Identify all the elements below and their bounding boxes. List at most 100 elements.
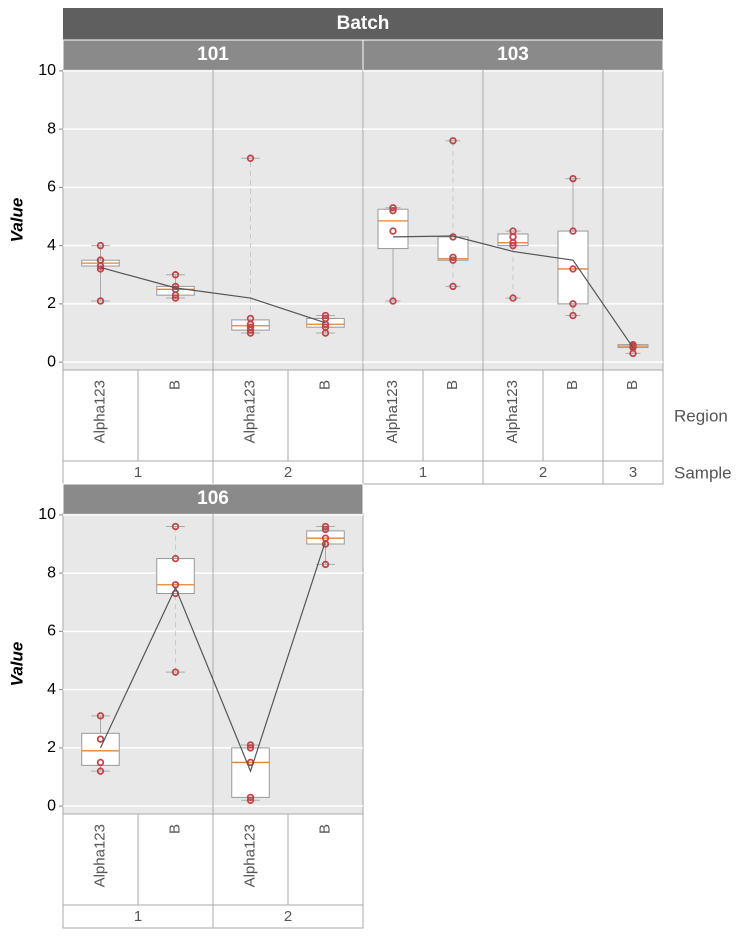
region-label: B bbox=[564, 380, 581, 390]
point bbox=[246, 796, 255, 805]
region-cell bbox=[62, 369, 139, 462]
point bbox=[246, 793, 255, 802]
region-cell bbox=[482, 369, 544, 462]
sample-label: 1 bbox=[134, 464, 142, 481]
point bbox=[96, 297, 105, 305]
point bbox=[569, 265, 577, 273]
point bbox=[171, 282, 180, 291]
point bbox=[321, 329, 330, 337]
batch-title: Batch bbox=[337, 13, 390, 34]
point bbox=[509, 241, 517, 250]
point bbox=[509, 294, 517, 302]
region-label: B bbox=[316, 380, 333, 390]
plot-bg bbox=[362, 69, 664, 371]
y-tick-label: 4 bbox=[47, 237, 56, 254]
region-label: Alpha123 bbox=[241, 380, 258, 443]
y-tick-label: 8 bbox=[47, 120, 56, 137]
mean-line bbox=[100, 266, 326, 324]
sample-label: 1 bbox=[419, 464, 427, 481]
point bbox=[321, 522, 330, 531]
point bbox=[246, 154, 255, 162]
point bbox=[171, 668, 180, 676]
region-label: B bbox=[166, 824, 183, 834]
sample-label: 2 bbox=[284, 464, 292, 481]
point bbox=[246, 741, 255, 749]
panel-title: 106 bbox=[197, 488, 229, 509]
region-cell bbox=[362, 369, 424, 462]
panel-header bbox=[62, 483, 364, 515]
region-label: B bbox=[316, 824, 333, 834]
y-tick-label: 6 bbox=[47, 179, 56, 196]
region-cell bbox=[602, 369, 664, 462]
region-cell bbox=[287, 813, 364, 906]
panel-title: 103 bbox=[497, 44, 529, 65]
sample-title: Sample bbox=[674, 463, 732, 482]
sample-label: 1 bbox=[134, 908, 142, 925]
point bbox=[246, 326, 255, 334]
point bbox=[389, 204, 397, 212]
point bbox=[96, 758, 105, 767]
point bbox=[389, 206, 397, 215]
point bbox=[96, 262, 105, 270]
point bbox=[321, 560, 330, 569]
point bbox=[96, 265, 105, 273]
point bbox=[246, 329, 255, 337]
region-cell bbox=[212, 369, 289, 462]
region-label: Alpha123 bbox=[91, 380, 108, 443]
region-label: Alpha123 bbox=[504, 380, 521, 443]
point bbox=[449, 137, 457, 145]
region-cell bbox=[287, 369, 364, 462]
batch-header bbox=[63, 8, 663, 40]
point bbox=[96, 241, 105, 250]
point bbox=[246, 744, 255, 752]
y-tick-label: 4 bbox=[47, 681, 56, 698]
point bbox=[569, 174, 577, 183]
region-label: B bbox=[166, 380, 183, 390]
point bbox=[569, 227, 577, 235]
point bbox=[96, 767, 105, 775]
box bbox=[557, 230, 589, 305]
point bbox=[171, 271, 180, 279]
point bbox=[96, 712, 105, 720]
point bbox=[569, 311, 577, 320]
region-cell bbox=[137, 813, 214, 906]
point bbox=[629, 349, 637, 358]
point bbox=[96, 735, 105, 743]
sample-label: 2 bbox=[284, 908, 292, 925]
region-label: Alpha123 bbox=[384, 380, 401, 443]
point bbox=[569, 300, 577, 308]
y-tick-label: 2 bbox=[47, 295, 56, 312]
point bbox=[449, 282, 457, 291]
y-tick-label: 10 bbox=[38, 62, 56, 79]
y-tick-label: 10 bbox=[38, 506, 56, 523]
point bbox=[321, 525, 330, 534]
region-cell bbox=[62, 813, 139, 906]
point bbox=[449, 256, 457, 264]
y-tick-label: 0 bbox=[47, 797, 56, 814]
region-label: Alpha123 bbox=[241, 824, 258, 887]
y-tick-label: 8 bbox=[47, 564, 56, 581]
point bbox=[321, 311, 330, 320]
point bbox=[171, 291, 180, 299]
region-cell bbox=[137, 369, 214, 462]
box bbox=[81, 732, 120, 766]
region-label: Alpha123 bbox=[91, 824, 108, 887]
region-cell bbox=[422, 369, 484, 462]
y-tick-label: 6 bbox=[47, 623, 56, 640]
point bbox=[171, 522, 180, 531]
point bbox=[389, 297, 397, 305]
y-axis-label: Value bbox=[7, 642, 26, 687]
point bbox=[449, 253, 457, 261]
region-label: B bbox=[624, 380, 641, 390]
region-cell bbox=[542, 369, 604, 462]
point bbox=[171, 294, 180, 302]
sample-label: 3 bbox=[629, 464, 637, 481]
point bbox=[171, 554, 180, 563]
point bbox=[321, 320, 330, 328]
region-label: B bbox=[444, 380, 461, 390]
mean-line bbox=[99, 540, 327, 773]
y-tick-label: 0 bbox=[47, 353, 56, 370]
y-tick-label: 2 bbox=[47, 739, 56, 756]
panel-header bbox=[362, 39, 664, 71]
